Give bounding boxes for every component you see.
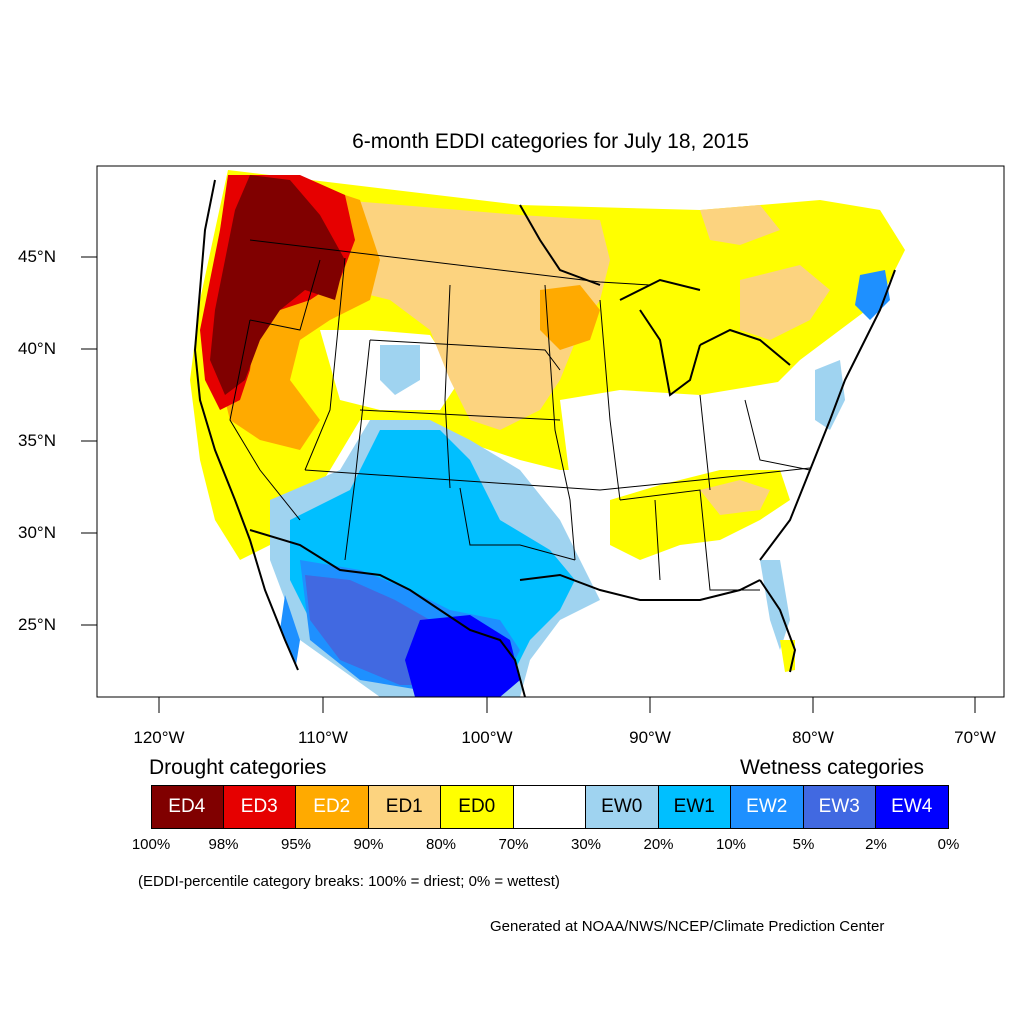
legend-break-label: 2%	[865, 836, 887, 853]
plot-frame	[96, 165, 1005, 698]
region-ed1-great-lakes	[740, 265, 830, 340]
legend-box-ew2: EW2	[731, 785, 804, 829]
region-ew0-colorado	[380, 345, 420, 395]
legend-break-label: 0%	[937, 836, 960, 853]
lon-label-80: 80°W	[792, 728, 834, 747]
lon-label-110: 110°W	[298, 728, 348, 747]
lon-label-90: 90°W	[629, 728, 671, 747]
legend-box-ed1: ED1	[368, 785, 441, 829]
legend-box-ed4: ED4	[151, 785, 224, 829]
region-ed1-plains	[340, 200, 610, 430]
legend-break-label: 100%	[131, 836, 171, 853]
legend-box-neutral	[513, 785, 586, 829]
lat-label-40: 40°N	[18, 339, 56, 358]
region-ew0-atlantic	[815, 360, 845, 430]
credit-text: Generated at NOAA/NWS/NCEP/Climate Predi…	[490, 918, 885, 935]
lon-label-120: 120°W	[133, 728, 185, 747]
legend-break-label: 98%	[208, 836, 239, 853]
region-ew4-baja	[280, 595, 300, 665]
legend-break-label: 90%	[353, 836, 384, 853]
legend-break-label: 95%	[280, 836, 312, 853]
legend-box-ew0: EW0	[586, 785, 659, 829]
region-ed2-plains	[540, 285, 600, 350]
legend-box-ew1: EW1	[658, 785, 731, 829]
region-ew0-florida-coast	[760, 560, 790, 650]
state-boundaries	[229, 239, 811, 591]
legend-break-label: 80%	[425, 836, 457, 853]
region-ew4-mexico	[405, 615, 520, 697]
legend-box-ed0: ED0	[441, 785, 514, 829]
legend-box-ed2: ED2	[296, 785, 369, 829]
region-ed4-northwest	[210, 175, 345, 395]
lat-label-45: 45°N	[18, 247, 56, 266]
lon-label-70: 70°W	[954, 728, 996, 747]
wetness-heading: Wetness categories	[740, 756, 925, 779]
region-ed1-southeast	[700, 480, 770, 515]
legend-break-label: 20%	[643, 836, 674, 853]
lat-label-35: 35°N	[18, 431, 56, 450]
category-regions	[190, 170, 905, 697]
legend-box-ew4: EW4	[876, 785, 949, 829]
lon-label-100: 100°W	[461, 728, 513, 747]
legend-note: (EDDI-percentile category breaks: 100% =…	[138, 873, 560, 890]
lat-label-25: 25°N	[18, 615, 56, 634]
legend-box-ed3: ED3	[223, 785, 296, 829]
legend-box-ew3: EW3	[803, 785, 876, 829]
axis-ticks	[81, 256, 976, 713]
legend-break-label: 10%	[715, 836, 747, 853]
map-title: 6-month EDDI categories for July 18, 201…	[352, 130, 749, 153]
legend-break-label: 70%	[498, 836, 529, 853]
lat-label-30: 30°N	[18, 523, 56, 542]
region-ed1-canada-east	[700, 205, 780, 245]
drought-heading: Drought categories	[149, 756, 327, 779]
legend-break-label: 30%	[570, 836, 602, 853]
coastlines	[193, 179, 896, 697]
legend-break-label: 5%	[792, 836, 815, 853]
